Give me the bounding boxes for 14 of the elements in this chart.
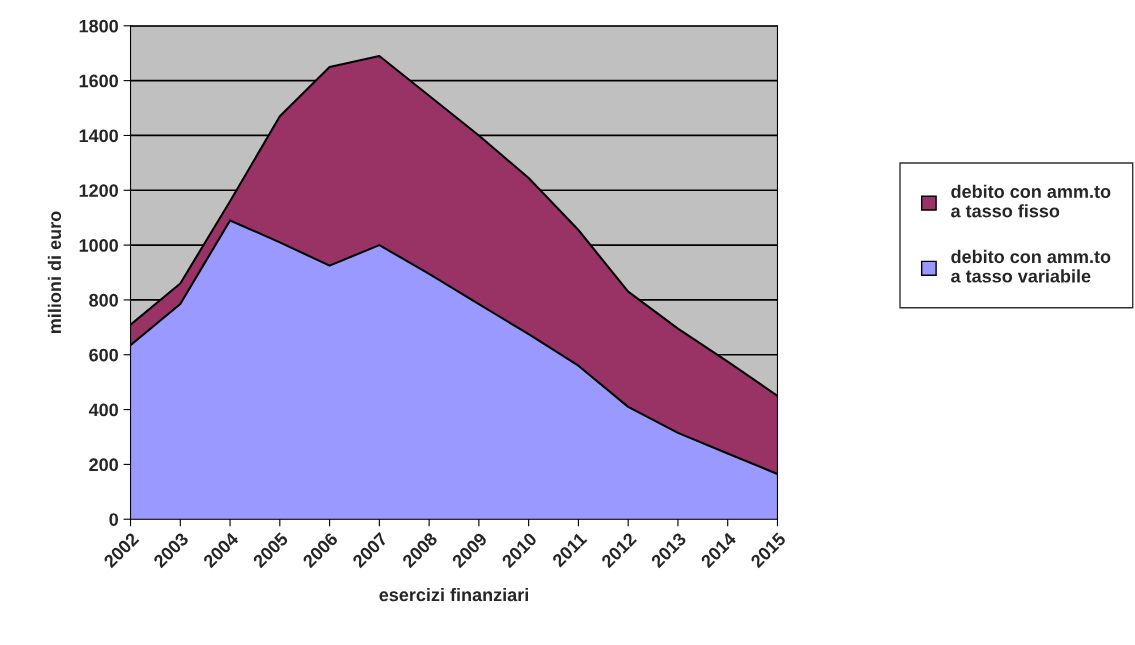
legend-label: debito con amm.to a tasso fisso <box>951 184 1111 218</box>
y-tick-label: 600 <box>89 348 118 362</box>
y-tick-label: 800 <box>89 293 118 307</box>
y-tick-label: 1200 <box>79 184 118 197</box>
y-tick-label: 400 <box>88 403 118 417</box>
y-tick-label: 0 <box>109 513 118 526</box>
y-tick-label: 1400 <box>79 129 118 143</box>
y-tick-label: 1000 <box>79 239 118 252</box>
y-axis-title: milioni di euro <box>47 211 62 334</box>
y-tick-label: 1800 <box>79 19 118 33</box>
legend-label: debito con amm.to a tasso variabile <box>951 249 1111 283</box>
y-tick-label: 1600 <box>79 74 118 88</box>
y-tick-label: 200 <box>89 458 118 472</box>
x-axis-title: esercizi finanziari <box>379 588 528 602</box>
